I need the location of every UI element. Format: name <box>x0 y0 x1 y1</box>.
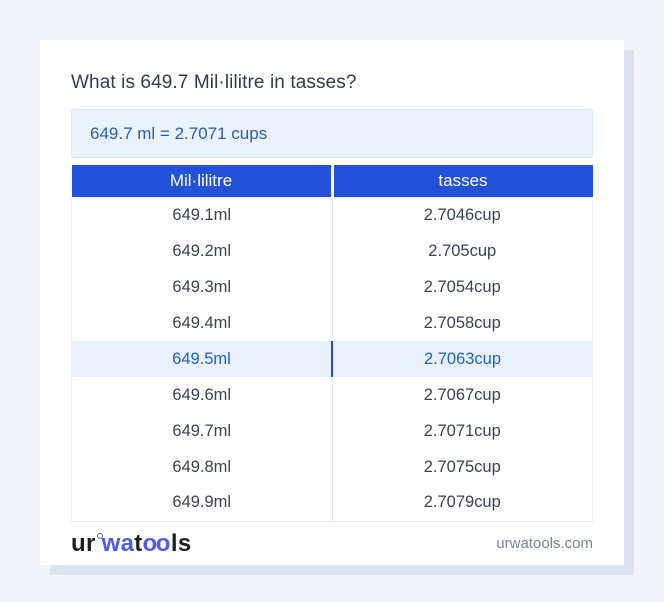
card-footer: ur wa t oo ls urwatools.com <box>71 522 593 566</box>
logo-oo-icon: oo <box>142 529 171 557</box>
cup-cell: 2.7058cup <box>332 305 593 341</box>
logo-text-dark: ur <box>71 529 96 557</box>
cup-cell: 2.7067cup <box>332 377 593 413</box>
cup-cell: 2.7079cup <box>332 485 593 522</box>
ml-cell: 649.2ml <box>71 233 333 269</box>
ml-cell: 649.7ml <box>71 413 333 449</box>
logo-text-accent: wa <box>101 529 135 557</box>
ml-cell: 649.9ml <box>71 485 333 522</box>
logo-text-dark: ls <box>170 529 192 557</box>
ml-cell: 649.6ml <box>71 377 333 413</box>
table-header-row: Mil·lilitre tasses <box>71 165 593 197</box>
cup-cell: 2.7075cup <box>332 449 593 485</box>
logo-text-dark: t <box>134 529 143 557</box>
ml-cell: 649.8ml <box>71 449 333 485</box>
table-row: 649.8ml 2.7075cup <box>71 449 593 485</box>
table-row-highlighted[interactable]: 649.5ml 2.7063cup <box>71 341 593 377</box>
table-row: 649.2ml 2.705cup <box>71 233 593 269</box>
table-header-tasses: tasses <box>332 165 593 197</box>
cup-cell: 2.7071cup <box>332 413 593 449</box>
cup-cell: 2.7054cup <box>332 269 593 305</box>
table-header-ml: Mil·lilitre <box>71 165 334 197</box>
cup-cell: 2.705cup <box>332 233 593 269</box>
page-title: What is 649.7 Mil·lilitre in tasses? <box>71 72 357 93</box>
table-row: 649.6ml 2.7067cup <box>71 377 593 413</box>
logo-ring-icon <box>96 532 103 539</box>
ml-cell: 649.3ml <box>71 269 333 305</box>
conversion-table: Mil·lilitre tasses 649.1ml 2.7046cup 649… <box>71 165 593 522</box>
table-row: 649.4ml 2.7058cup <box>71 305 593 341</box>
ml-cell: 649.4ml <box>71 305 333 341</box>
ml-cell: 649.5ml <box>71 341 333 377</box>
site-link[interactable]: urwatools.com <box>496 535 593 552</box>
converter-card: What is 649.7 Mil·lilitre in tasses? 649… <box>40 40 624 565</box>
ml-cell: 649.1ml <box>71 197 333 233</box>
answer-text: 649.7 ml = 2.7071 cups <box>90 123 268 143</box>
table-row: 649.7ml 2.7071cup <box>71 413 593 449</box>
table-row: 649.9ml 2.7079cup <box>71 485 593 522</box>
cup-cell: 2.7063cup <box>332 341 593 377</box>
table-row: 649.1ml 2.7046cup <box>71 197 593 233</box>
answer-box: 649.7 ml = 2.7071 cups <box>71 109 593 158</box>
brand-logo[interactable]: ur wa t oo ls <box>71 529 192 557</box>
cup-cell: 2.7046cup <box>332 197 593 233</box>
table-row: 649.3ml 2.7054cup <box>71 269 593 305</box>
